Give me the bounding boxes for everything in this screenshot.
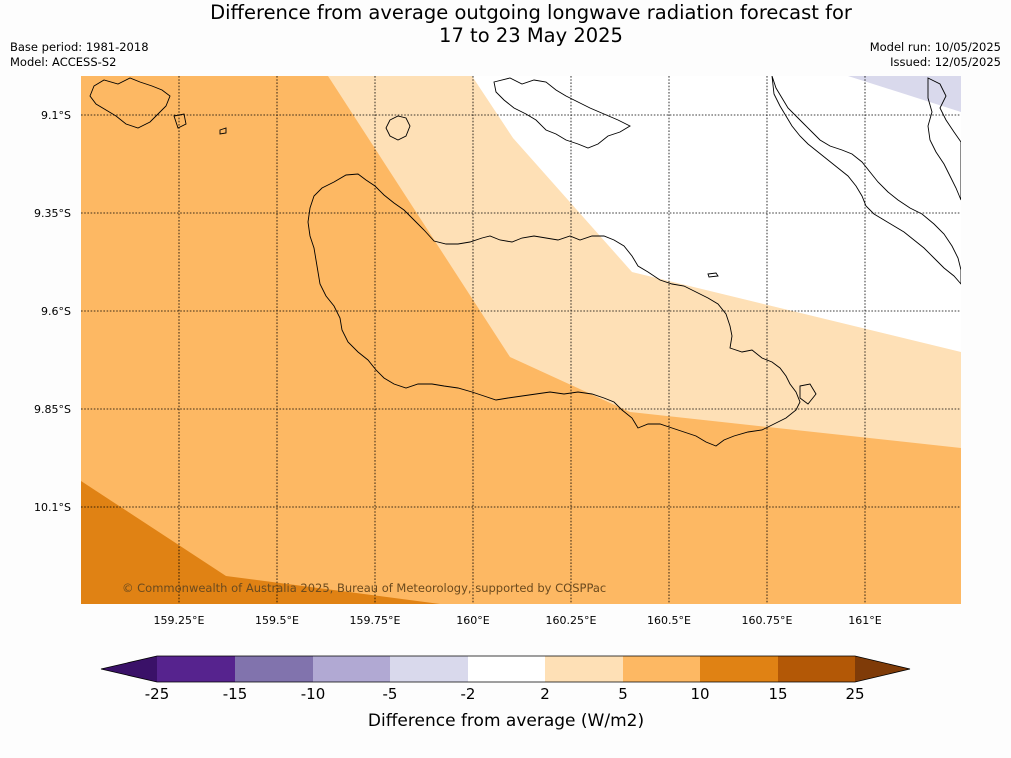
florida-islands-coast <box>493 77 631 149</box>
colorbar-swatch <box>778 656 855 682</box>
colorbar-tick-label: 25 <box>845 685 864 703</box>
title-line-1: Difference from average outgoing longwav… <box>210 1 852 24</box>
colorbar-upper-extension <box>855 656 910 682</box>
longitude-label: 160.5°E <box>647 614 691 627</box>
model-name: Model: ACCESS-S2 <box>10 55 117 69</box>
latitude-label: 9.85°S <box>34 403 71 416</box>
islet-coast <box>707 272 719 278</box>
base-period: Base period: 1981-2018 <box>10 40 149 54</box>
latitude-labels: 9.1°S 9.35°S 9.6°S 9.85°S 10.1°S <box>34 109 71 514</box>
colorbar-tick-label: -15 <box>223 685 248 703</box>
islet-coast <box>219 127 227 135</box>
copyright-notice: © Commonwealth of Australia 2025, Bureau… <box>122 581 606 595</box>
latitude-label: 9.6°S <box>41 305 71 318</box>
colorbar-tick-label: -10 <box>301 685 326 703</box>
anomaly-band-neutral <box>472 76 961 352</box>
colorbar-ticks: -25 -15 -10 -5 -2 2 5 10 15 25 <box>145 685 865 703</box>
coastlines <box>89 76 961 447</box>
colorbar-swatch <box>700 656 778 682</box>
colorbar-title: Difference from average (W/m2) <box>368 711 644 731</box>
colorbar-tick-label: -25 <box>145 685 170 703</box>
small-island-coast <box>385 115 411 141</box>
gridlines <box>81 76 961 604</box>
russell-islands-coast <box>89 77 171 129</box>
longitude-label: 159.5°E <box>255 614 299 627</box>
longitude-label: 159.25°E <box>154 614 205 627</box>
longitude-label: 159.75°E <box>350 614 401 627</box>
issued-date: Issued: 12/05/2025 <box>890 55 1001 69</box>
longitude-label: 160°E <box>456 614 489 627</box>
colorbar-swatch <box>390 656 468 682</box>
anomaly-band-10-15 <box>81 481 440 604</box>
colorbar-tick-label: 15 <box>768 685 787 703</box>
islet-coast <box>799 383 817 405</box>
map-area: © Commonwealth of Australia 2025, Bureau… <box>81 76 961 604</box>
colorbar-tick-label: 2 <box>540 685 550 703</box>
colorbar-swatch <box>157 656 235 682</box>
colorbar-tick-label: -2 <box>461 685 476 703</box>
colorbar-tick-label: 5 <box>618 685 628 703</box>
metadata-left: Base period: 1981-2018 Model: ACCESS-S2 <box>10 40 149 70</box>
map-title: Difference from average outgoing longwav… <box>0 1 1011 47</box>
model-run: Model run: 10/05/2025 <box>869 40 1001 54</box>
latitude-label: 10.1°S <box>34 501 71 514</box>
latitude-label: 9.1°S <box>41 109 71 122</box>
colorbar-tick-label: -5 <box>383 685 398 703</box>
colorbar <box>100 655 911 683</box>
colorbar-swatch <box>623 656 700 682</box>
malaita-coast <box>771 76 961 285</box>
colorbar-lower-extension <box>101 656 157 682</box>
colorbar-swatch <box>235 656 313 682</box>
colorbar-swatch <box>545 656 623 682</box>
longitude-label: 161°E <box>848 614 881 627</box>
guadalcanal-coast <box>307 173 801 447</box>
colorbar-swatch <box>468 656 545 682</box>
longitude-labels: 159.25°E 159.5°E 159.75°E 160°E 160.25°E… <box>154 614 882 627</box>
longitude-label: 160.75°E <box>742 614 793 627</box>
colorbar-outline <box>100 655 911 683</box>
title-line-2: 17 to 23 May 2025 <box>439 24 623 47</box>
latitude-label: 9.35°S <box>34 207 71 220</box>
colorbar-swatch <box>313 656 390 682</box>
metadata-right: Model run: 10/05/2025 Issued: 12/05/2025 <box>870 40 1001 70</box>
anomaly-band-minus5-minus2 <box>848 76 961 112</box>
colorbar-tick-label: 10 <box>690 685 709 703</box>
longitude-label: 160.25°E <box>546 614 597 627</box>
malaita-north-coast <box>927 77 961 201</box>
